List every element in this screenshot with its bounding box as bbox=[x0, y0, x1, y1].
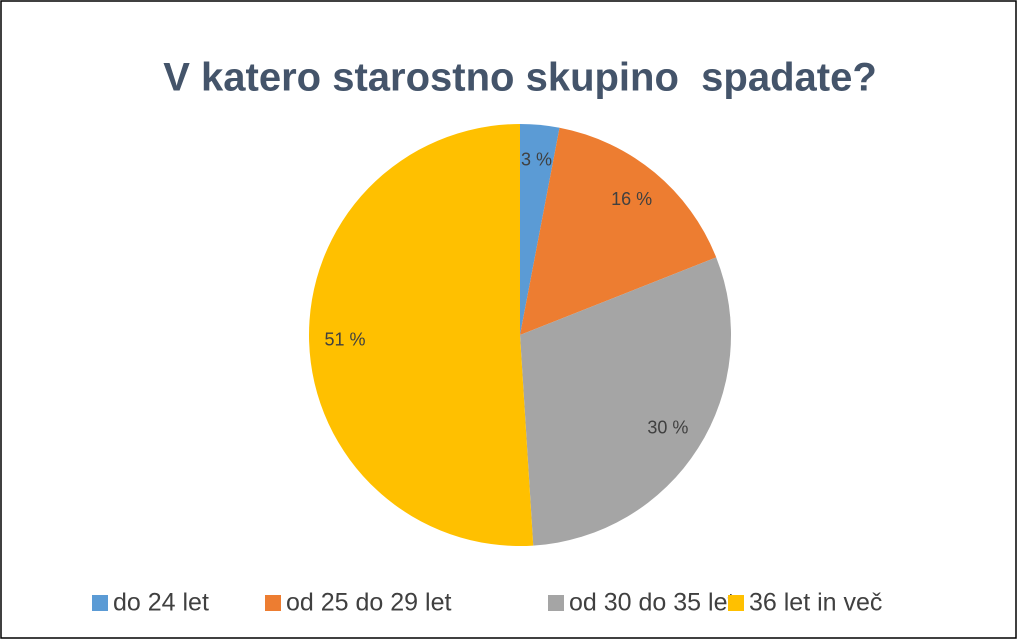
legend-label: od 25 do 29 let bbox=[286, 589, 451, 617]
legend-swatch bbox=[728, 595, 744, 611]
legend-label: do 24 let bbox=[113, 589, 209, 617]
legend-swatch bbox=[548, 595, 564, 611]
data-label: 3 % bbox=[521, 149, 552, 169]
legend-swatch bbox=[265, 595, 281, 611]
pie-slice bbox=[309, 124, 534, 546]
chart-title: V katero starostno skupino spadate? bbox=[163, 56, 877, 100]
data-label: 16 % bbox=[611, 189, 652, 209]
legend-swatch bbox=[92, 595, 108, 611]
pie-slice bbox=[520, 127, 717, 335]
data-label: 51 % bbox=[324, 329, 365, 349]
legend-label: 36 let in več bbox=[749, 589, 882, 617]
data-label: 30 % bbox=[647, 418, 688, 438]
pie-slice bbox=[520, 257, 732, 546]
pie-slice bbox=[520, 124, 560, 335]
legend-label: od 30 do 35 let bbox=[569, 589, 734, 617]
